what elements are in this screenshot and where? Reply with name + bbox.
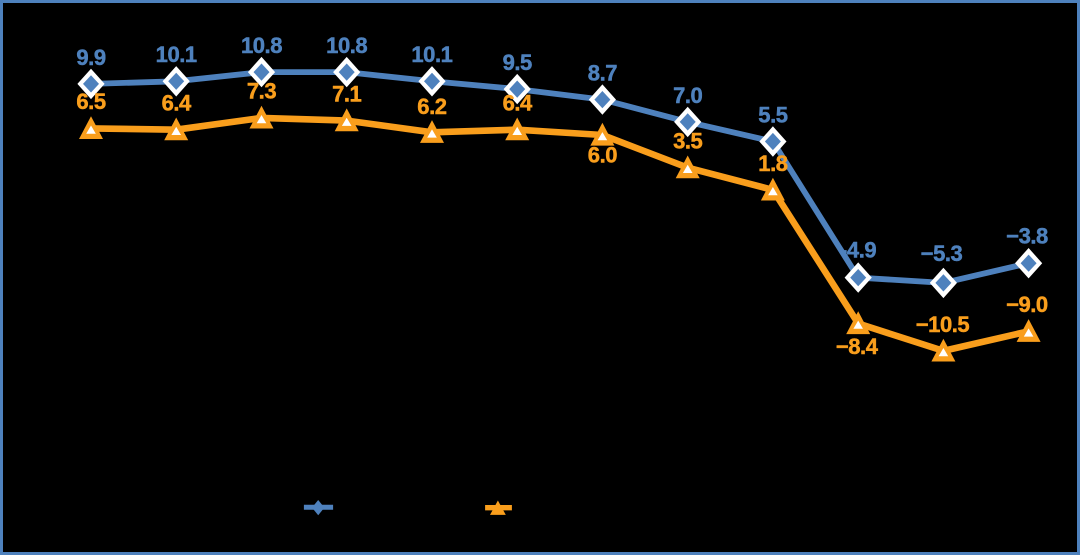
svg-text:−5.3: −5.3	[921, 241, 963, 266]
svg-text:9.5: 9.5	[503, 50, 532, 75]
svg-text:6.4: 6.4	[503, 91, 533, 116]
svg-text:10.8: 10.8	[241, 33, 282, 58]
svg-text:10.1: 10.1	[156, 42, 197, 67]
svg-text:6.2: 6.2	[417, 94, 446, 119]
svg-text:7.0: 7.0	[673, 83, 702, 108]
svg-text:−8.4: −8.4	[836, 334, 879, 359]
svg-text:-4.9: -4.9	[840, 237, 876, 262]
svg-text:6.0: 6.0	[588, 143, 617, 168]
svg-text:5.5: 5.5	[758, 102, 787, 127]
svg-text:3.5: 3.5	[673, 129, 702, 154]
svg-text:9.9: 9.9	[76, 45, 105, 70]
svg-text:8.7: 8.7	[588, 61, 617, 86]
svg-text:1.8: 1.8	[758, 151, 787, 176]
svg-text:−9.0: −9.0	[1006, 292, 1048, 317]
svg-text:7.3: 7.3	[247, 79, 276, 104]
svg-text:−3.8: −3.8	[1006, 224, 1048, 249]
svg-text:−10.5: −10.5	[916, 312, 970, 337]
svg-text:6.5: 6.5	[76, 89, 105, 114]
svg-text:7.1: 7.1	[332, 81, 361, 106]
svg-text:10.1: 10.1	[411, 42, 452, 67]
svg-text:10.8: 10.8	[326, 33, 367, 58]
svg-text:6.4: 6.4	[162, 91, 192, 116]
